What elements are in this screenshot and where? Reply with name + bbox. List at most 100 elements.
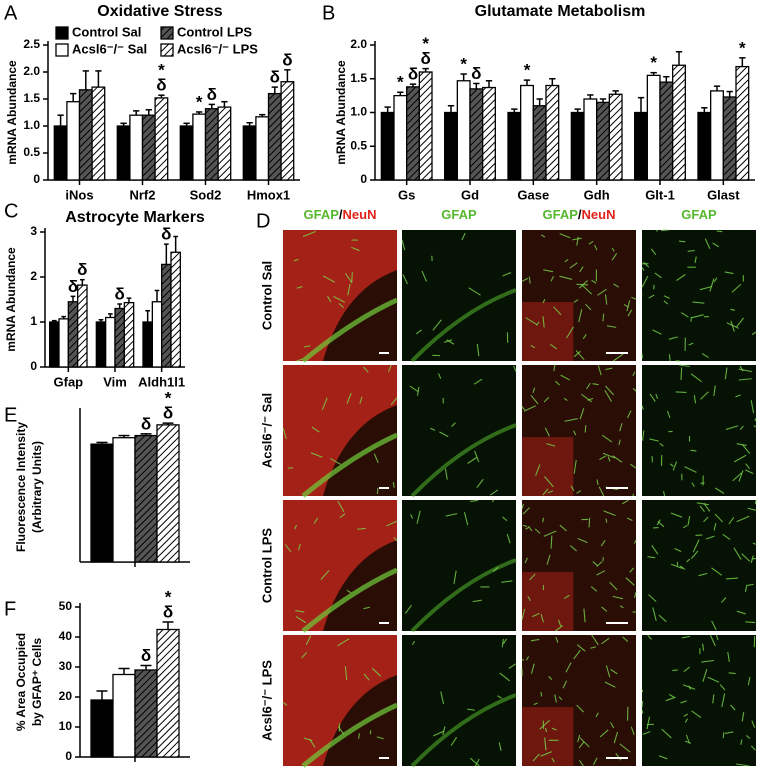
bar: [735, 65, 750, 181]
astrocyte-process: [632, 387, 637, 392]
column-header: GFAP: [441, 207, 477, 222]
astrocyte-process: [415, 329, 422, 335]
astrocyte-process: [601, 606, 608, 612]
astrocyte-process: [716, 230, 723, 233]
y-tick-label: 0.5: [350, 138, 367, 152]
astrocyte-process: [730, 704, 736, 711]
astrocyte-process: [295, 609, 305, 613]
astrocyte-process: [715, 634, 719, 641]
significance-mark: δ: [207, 85, 217, 104]
astrocyte-process: [313, 517, 319, 524]
astrocyte-process: [559, 275, 573, 280]
astrocyte-process: [309, 738, 316, 748]
astrocyte-process: [733, 454, 747, 463]
astrocyte-process: [747, 507, 757, 511]
legend-swatch: [160, 26, 174, 40]
astrocyte-process: [344, 666, 348, 680]
astrocyte-process: [612, 595, 623, 600]
column-header-part: GFAP: [543, 207, 579, 222]
astrocyte-process: [592, 383, 599, 386]
astrocyte-process: [607, 456, 611, 462]
astrocyte-process: [656, 519, 661, 526]
astrocyte-process: [579, 266, 584, 273]
astrocyte-process: [692, 539, 700, 553]
astrocyte-process: [498, 742, 502, 751]
astrocyte-process: [700, 391, 709, 400]
bar: [116, 125, 131, 181]
astrocyte-process: [521, 406, 526, 411]
bar: [53, 125, 68, 181]
column-header-part: /: [578, 207, 582, 222]
astrocyte-process: [563, 397, 568, 401]
astrocyte-process: [501, 638, 504, 648]
astrocyte-process: [578, 741, 585, 749]
bar: [129, 114, 144, 181]
astrocyte-process: [358, 733, 360, 739]
astrocyte-process: [662, 491, 666, 497]
astrocyte-process: [596, 570, 606, 576]
astrocyte-process: [582, 333, 587, 340]
significance-mark: *: [739, 38, 746, 57]
astrocyte-process: [619, 605, 624, 609]
astrocyte-process: [634, 592, 637, 598]
astrocyte-process: [631, 296, 637, 300]
bar: [49, 321, 60, 368]
astrocyte-process: [547, 490, 554, 494]
astrocyte-process: [694, 256, 697, 264]
astrocyte-process: [691, 710, 702, 719]
astrocyte-process: [546, 554, 551, 565]
chart-title: Astrocyte Markers: [65, 209, 205, 226]
astrocyte-process: [751, 720, 756, 728]
bar: [154, 97, 169, 181]
astrocyte-process: [591, 279, 597, 284]
astrocyte-process: [683, 713, 689, 717]
astrocyte-process: [622, 636, 629, 642]
astrocyte-process: [525, 526, 530, 530]
bar: [192, 113, 207, 181]
bar: [710, 90, 724, 181]
astrocyte-process: [569, 545, 577, 552]
astrocyte-process: [705, 535, 715, 540]
bar: [545, 84, 560, 181]
bar: [380, 111, 395, 181]
astrocyte-process: [588, 240, 594, 245]
astrocyte-process: [592, 757, 598, 766]
astrocyte-process: [544, 727, 548, 733]
y-tick-label: 0: [65, 749, 72, 763]
astrocyte-process: [346, 589, 352, 594]
bar: [520, 84, 534, 181]
x-tick-label: Gfap: [54, 374, 84, 389]
significance-mark: δ: [77, 260, 87, 279]
astrocyte-process: [701, 659, 714, 663]
astrocyte-process: [648, 294, 655, 299]
astrocyte-process: [745, 621, 756, 624]
astrocyte-process: [658, 614, 667, 623]
bar: [66, 101, 81, 181]
astrocyte-process: [502, 272, 512, 277]
astrocyte-process: [468, 287, 481, 296]
astrocyte-process: [751, 331, 757, 336]
astrocyte-process: [612, 455, 623, 463]
y-axis-label: Fluorescence Intensity: [14, 422, 28, 552]
significance-mark: δ: [163, 602, 173, 621]
significance-mark: δ: [68, 277, 78, 296]
bar: [456, 80, 471, 181]
bar: [267, 92, 282, 181]
legend-label: Control LPS: [177, 24, 252, 39]
column-header: GFAP/NeuN: [543, 207, 616, 222]
astrocyte-process: [544, 427, 550, 437]
micrograph-fiber: [301, 702, 399, 768]
astrocyte-process: [584, 424, 587, 433]
significance-mark: δ: [115, 284, 125, 303]
astrocyte-process: [522, 524, 528, 527]
column-header: GFAP: [681, 207, 717, 222]
astrocyte-process: [539, 719, 550, 730]
significance-mark: *: [165, 389, 172, 408]
panel-label: A: [4, 2, 18, 24]
astrocyte-process: [738, 470, 744, 482]
astrocyte-process: [690, 449, 697, 452]
significance-mark: δ: [156, 76, 166, 95]
astrocyte-process: [741, 712, 745, 722]
bar: [170, 251, 181, 368]
astrocyte-process: [294, 524, 298, 530]
